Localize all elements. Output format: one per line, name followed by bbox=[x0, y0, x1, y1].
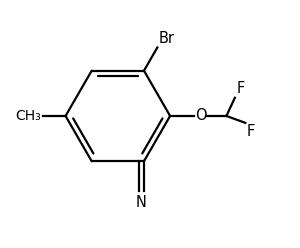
Text: F: F bbox=[247, 124, 255, 139]
Text: Br: Br bbox=[159, 31, 175, 46]
Text: O: O bbox=[196, 108, 207, 124]
Text: CH₃: CH₃ bbox=[16, 109, 41, 123]
Text: F: F bbox=[236, 81, 244, 96]
Text: N: N bbox=[136, 195, 147, 210]
